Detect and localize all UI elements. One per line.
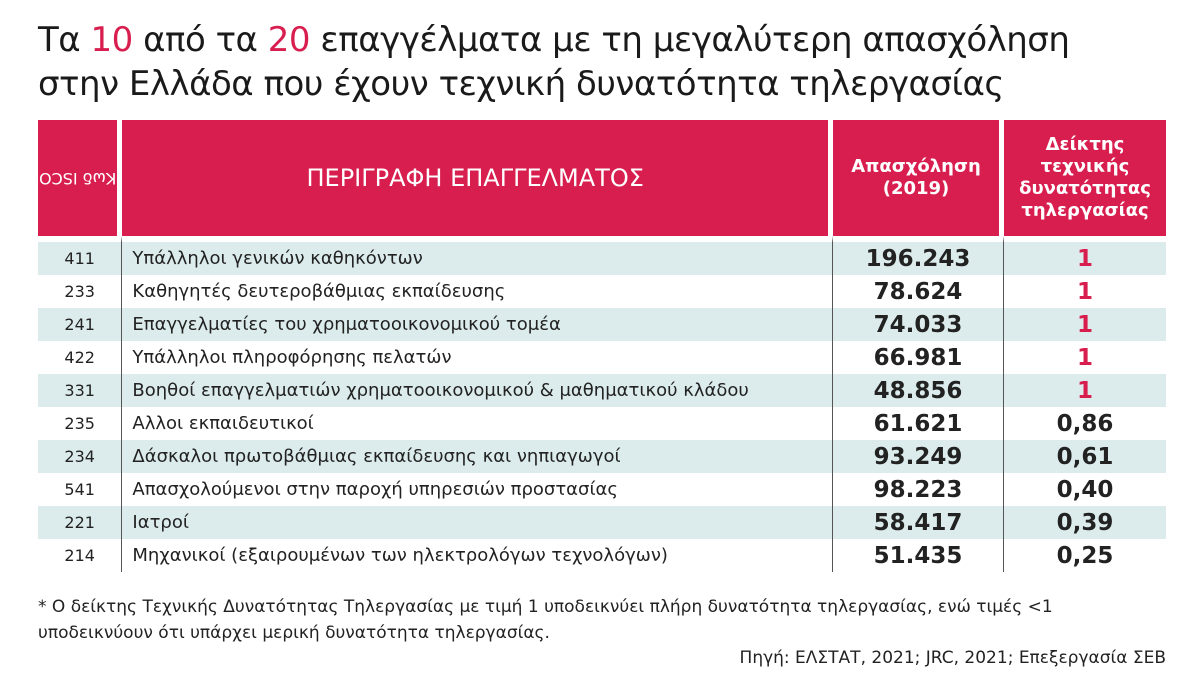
header-line: Κωδ ISCO xyxy=(39,169,117,188)
title-text: στην Ελλάδα που έχουν τεχνική δυνατότητα… xyxy=(38,64,1004,104)
table-cell: Αλλοι εκπαιδευτικοί xyxy=(122,407,833,440)
table-cell: 78.624 xyxy=(833,275,1004,308)
header-cell: Απασχόληση (2019) xyxy=(833,120,1004,236)
table-row: 241 Επαγγελματίες του χρηματοοικονομικού … xyxy=(38,308,1166,341)
table-cell: 74.033 xyxy=(833,308,1004,341)
table-row: 422 Υπάλληλοι πληροφόρησης πελατών 66.981 1 xyxy=(38,341,1166,374)
header-line: τεχνικής xyxy=(1040,156,1130,177)
header-line: τηλεργασίας xyxy=(1021,200,1149,221)
table-cell: 221 xyxy=(38,506,123,539)
table-cell: Δάσκαλοι πρωτοβάθμιας εκπαίδευσης και νη… xyxy=(122,440,833,473)
header-text: ΠΕΡΙΓΡΑΦΗ ΕΠΑΓΓΕΛΜΑΤΟΣ xyxy=(123,164,827,192)
table-cell: 58.417 xyxy=(833,506,1004,539)
table-row: 233 Καθηγητές δευτεροβάθμιας εκπαίδευσης 7… xyxy=(38,275,1166,308)
table-cell: 233 xyxy=(38,275,123,308)
table-row: 331 Βοηθοί επαγγελματιών χρηματοοικονομικ… xyxy=(38,374,1166,407)
header-cell: ΠΕΡΙΓΡΑΦΗ ΕΠΑΓΓΕΛΜΑΤΟΣ xyxy=(122,120,833,236)
table-cell: Καθηγητές δευτεροβάθμιας εκπαίδευσης xyxy=(122,275,833,308)
table-cell: 541 xyxy=(38,473,123,506)
table-cell: 51.435 xyxy=(833,539,1004,572)
table-cell: 411 xyxy=(38,236,123,275)
footnote: * Ο δείκτης Τεχνικής Δυνατότητας Τηλεργα… xyxy=(38,597,1053,643)
table-cell: 1 xyxy=(1004,308,1166,341)
title-highlight: 20 xyxy=(267,20,311,60)
table: Κωδ ISCO ΠΕΡΙΓΡΑΦΗ ΕΠΑΓΓΕΛΜΑΤΟΣ Απασχόληση… xyxy=(38,120,1166,572)
table-cell: Απασχολούμενοι στην παροχή υπηρεσιών προ… xyxy=(122,473,833,506)
table-cell: Βοηθοί επαγγελματιών χρηματοοικονομικού … xyxy=(122,374,833,407)
header-text: Απασχόληση (2019) xyxy=(834,156,998,200)
table-cell: 1 xyxy=(1004,236,1166,275)
table-cell: 93.249 xyxy=(833,440,1004,473)
table-row: 234 Δάσκαλοι πρωτοβάθμιας εκπαίδευσης και… xyxy=(38,440,1166,473)
table-cell: 234 xyxy=(38,440,123,473)
table-cell: 331 xyxy=(38,374,123,407)
table-cell: Επαγγελματίες του χρηματοοικονομικού τομ… xyxy=(122,308,833,341)
table-cell: 196.243 xyxy=(833,236,1004,275)
table-row: 214 Μηχανικοί (εξαιρουμένων των ηλεκτρολό… xyxy=(38,539,1166,572)
table-cell: 0,86 xyxy=(1056,410,1114,437)
table-cell: Υπάλληλοι πληροφόρησης πελατών xyxy=(122,341,833,374)
header-line: Δείκτης xyxy=(1045,134,1125,155)
table-cell: 1 xyxy=(1076,344,1093,371)
table-cell: 0,61 xyxy=(1004,440,1166,473)
source: Πηγή: ΕΛΣΤΑΤ, 2021; JRC, 2021; Επεξεργασ… xyxy=(739,648,1166,668)
table-cell: 214 xyxy=(38,539,123,572)
title-text: από τα xyxy=(143,20,258,60)
table-cell: 61.621 xyxy=(833,407,1004,440)
table-cell: Μηχανικοί (εξαιρουμένων των ηλεκτρολόγων… xyxy=(122,539,833,572)
table-row: 235 Αλλοι εκπαιδευτικοί 61.621 0,86 xyxy=(38,407,1166,440)
table-row: 541 Απασχολούμενοι στην παροχή υπηρεσιών … xyxy=(38,473,1166,506)
header-line: δυνατότητας xyxy=(1019,178,1151,199)
table-cell: 1 xyxy=(1076,278,1093,305)
header-line: ΠΕΡΙΓΡΑΦΗ ΕΠΑΓΓΕΛΜΑΤΟΣ xyxy=(306,164,644,192)
header-line: (2019) xyxy=(882,178,950,199)
header-text: Κωδ ISCO xyxy=(39,139,116,216)
table-cell: 241 xyxy=(38,308,123,341)
table-cell: 0,25 xyxy=(1056,542,1114,569)
table-cell: 0,39 xyxy=(1004,506,1166,539)
table-cell: Υπάλληλοι γενικών καθηκόντων xyxy=(122,236,833,275)
table-cell: 235 xyxy=(38,407,123,440)
header-cell: Κωδ ISCO xyxy=(38,120,123,236)
table-cell: 98.223 xyxy=(833,473,1004,506)
header-line: Απασχόληση xyxy=(851,156,981,177)
header-text: Δείκτης τεχνικής δυνατότητας τηλεργασίας xyxy=(1005,134,1165,222)
title-highlight: 10 xyxy=(90,20,134,60)
table-row: 411 Υπάλληλοι γενικών καθηκόντων 196.243 1 xyxy=(38,236,1166,275)
table-cell: Ιατροί xyxy=(122,506,833,539)
table-cell: 1 xyxy=(1004,374,1166,407)
table-cell: 422 xyxy=(38,341,123,374)
header-row: Κωδ ISCO ΠΕΡΙΓΡΑΦΗ ΕΠΑΓΓΕΛΜΑΤΟΣ Απασχόληση… xyxy=(38,120,1166,236)
title: Τα 10 από τα 20 επαγγέλματα με τη μεγαλύ… xyxy=(38,18,1070,106)
table-cell: 0,40 xyxy=(1056,476,1114,503)
title-text: επαγγέλματα με τη μεγαλύτερη απασχόληση xyxy=(320,20,1070,60)
table-row: 221 Ιατροί 58.417 0,39 xyxy=(38,506,1166,539)
table-cell: 66.981 xyxy=(833,341,1004,374)
title-text: Τα xyxy=(38,20,81,60)
header-cell: Δείκτης τεχνικής δυνατότητας τηλεργασίας xyxy=(1004,120,1166,236)
table-cell: 48.856 xyxy=(833,374,1004,407)
